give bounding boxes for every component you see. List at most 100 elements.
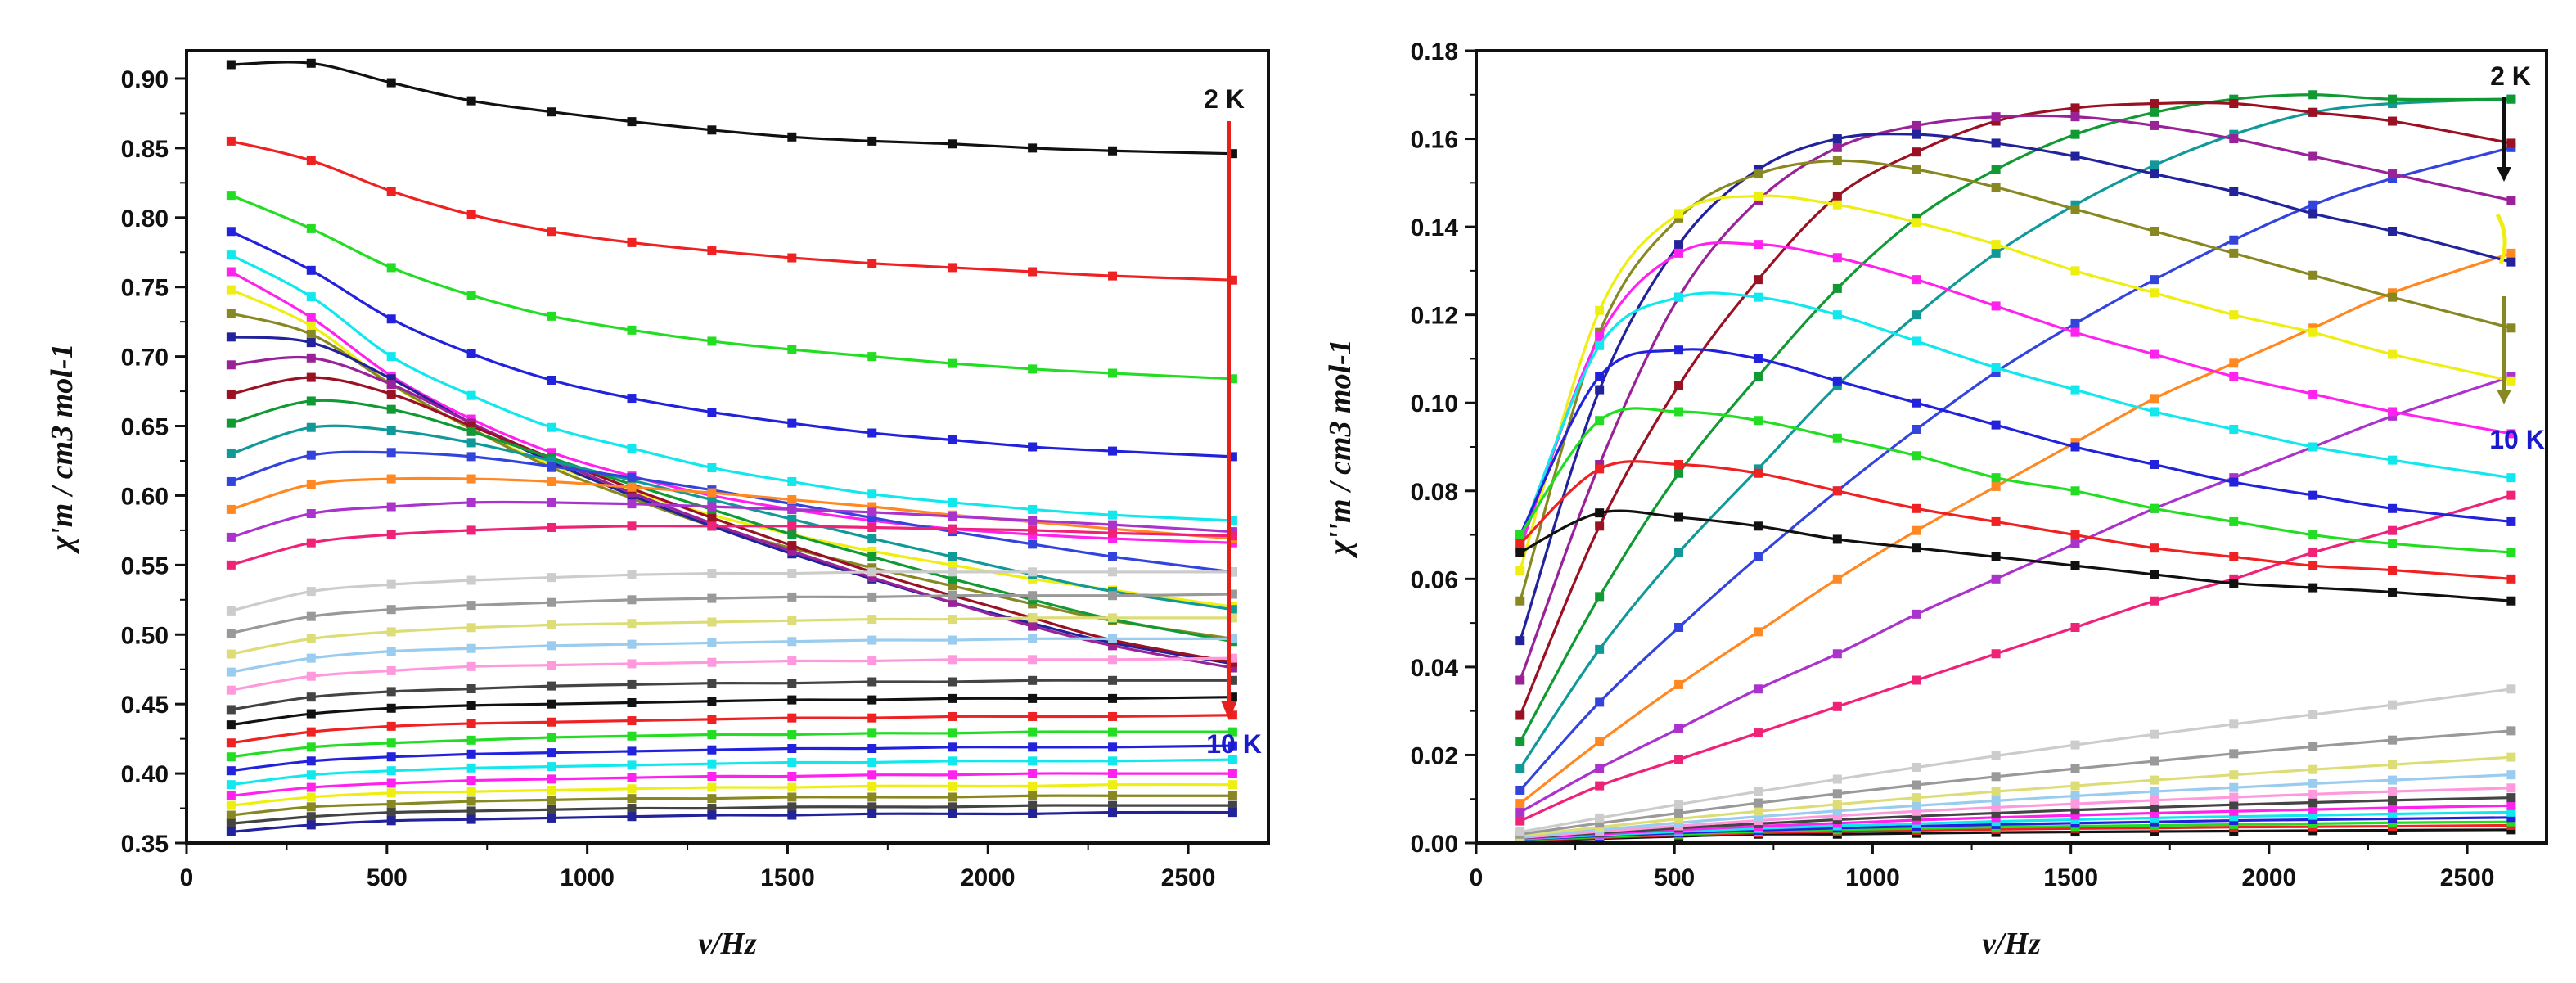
left-data-point [1028,800,1038,810]
left-data-point [707,771,717,781]
left-data-point [867,809,877,818]
left-data-point [466,390,476,400]
right-data-point [1912,310,1921,320]
left-ticks: 0 500 1000 1500 2000 2500 0.35 0.40 0.45 0.50 0.55… [121,66,1216,891]
left-data-point [948,693,957,703]
right-x-tick-label: 2000 [2242,864,2297,891]
left-data-point [547,733,556,742]
right-data-point [1515,530,1525,540]
left-series-29 [226,780,1237,810]
left-data-point [226,791,236,800]
left-data-point [1227,516,1237,525]
left-data-point [1108,780,1118,790]
left-data-point [1108,613,1118,623]
right-y-tick-label: 0.12 [1411,303,1458,330]
right-data-point [2388,587,2398,597]
left-data-point [1108,711,1118,721]
right-data-point [1912,780,1921,790]
right-data-point [1991,808,2001,818]
right-data-point [1595,305,1605,315]
right-data-point [1832,376,1842,386]
left-data-point [787,132,797,142]
left-data-point [386,448,396,458]
left-data-point [867,792,877,802]
left-data-point [466,438,476,448]
right-data-point [1515,710,1525,720]
left-data-point [948,591,957,601]
left-data-point [627,746,637,756]
right-data-point [1912,218,1921,228]
left-data-point [386,665,396,675]
left-data-point [547,597,556,607]
left-data-point [306,653,316,663]
left-data-point [1028,675,1038,685]
right-data-point [1991,751,2001,761]
left-data-point [707,657,717,667]
right-ticks: 0 500 1000 1500 2000 2500 0.00 0.02 0.04 0.06 0.08… [1411,38,2495,891]
right-data-point [1912,451,1921,461]
right-data-point [2229,579,2239,588]
left-data-point [867,552,877,561]
right-data-point [2388,292,2398,302]
left-data-point [226,60,236,70]
left-data-point [547,785,556,795]
left-data-point [1108,675,1118,685]
right-data-point [2150,407,2159,417]
left-data-point [787,782,797,792]
left-series-line [231,637,1233,674]
left-annotation-bottom: 10 K [1206,729,1262,759]
right-data-point [2229,99,2239,109]
left-data-point [787,713,797,723]
left-data-point [466,701,476,710]
right-data-point [1674,755,1684,764]
left-data-point [226,752,236,762]
right-series-line [1519,375,2512,814]
right-data-point [2506,516,2516,526]
left-data-point [1227,692,1237,702]
left-data-point [867,522,877,532]
left-data-point [306,611,316,621]
left-data-point [707,617,717,627]
left-data-point [948,358,957,368]
right-data-point [2506,257,2516,267]
right-data-point [2150,120,2159,130]
left-data-point [1108,634,1118,643]
right-data-point [2150,570,2159,579]
right-data-point [1991,473,2001,483]
left-data-point [1227,149,1237,159]
right-series-line [1519,114,2512,681]
right-data-point [1912,398,1921,408]
left-data-point [386,374,396,384]
left-data-point [627,482,637,492]
right-data-point [2229,792,2239,802]
left-y-axis-label: χ'm / cm3 mol-1 [45,343,79,554]
left-data-point [867,695,877,705]
left-data-point [627,760,637,770]
left-data-point [1108,510,1118,520]
left-data-point [306,709,316,719]
left-data-point [948,139,957,149]
right-data-point [1832,142,1842,152]
left-data-point [867,728,877,738]
left-data-point [306,313,316,322]
right-data-point [1912,424,1921,434]
right-series-27 [1515,460,2516,584]
left-data-point [547,522,556,532]
left-data-point [627,117,637,127]
left-data-point [386,752,396,762]
right-data-point [1991,796,2001,805]
right-data-point [1674,679,1684,689]
left-series-line [231,679,1233,711]
right-data-point [2388,169,2398,179]
right-series-line [1520,494,2512,823]
right-data-point [1515,799,1525,809]
right-data-point [2506,793,2516,803]
left-data-point [466,96,476,106]
left-data-point [386,579,396,589]
left-data-point [466,787,476,796]
right-data-point [1753,240,1763,250]
left-data-point [306,156,316,165]
right-data-point [1832,433,1842,443]
left-data-point [627,444,637,453]
right-data-point [1991,183,2001,192]
